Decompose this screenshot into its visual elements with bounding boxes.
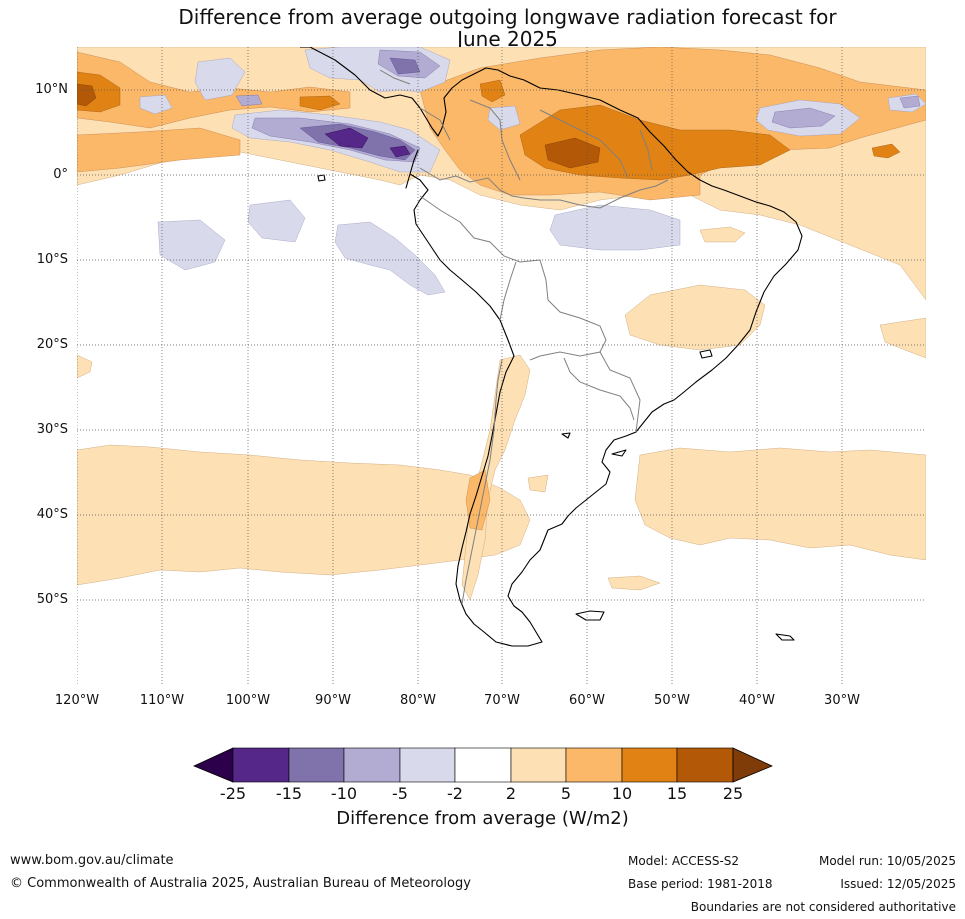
lon-label: 40°W	[739, 693, 775, 708]
coastline	[300, 47, 803, 647]
model-text: Model: ACCESS-S2	[628, 854, 740, 868]
lon-label: 120°W	[54, 693, 100, 708]
disclaimer-text: Boundaries are not considered authoritat…	[690, 900, 956, 914]
lat-label: 10°N	[35, 82, 68, 97]
gridlines	[77, 47, 926, 685]
lon-label: 50°W	[654, 693, 690, 708]
lat-label: 20°S	[36, 337, 68, 352]
colorbar-swatch	[343, 747, 401, 783]
colorbar-tick-label: 25	[722, 784, 744, 803]
colorbar-extend-high	[732, 747, 774, 783]
colorbar-tick-label: -5	[392, 784, 408, 803]
anomaly-strongest-negative	[324, 127, 411, 158]
colorbar-tick-label: 15	[666, 784, 688, 803]
issued-text: Issued: 12/05/2025	[840, 877, 956, 891]
lon-label: 80°W	[400, 693, 436, 708]
map-title-line1: Difference from average outgoing longwav…	[178, 5, 837, 29]
base-period-text: Base period: 1981-2018	[628, 877, 773, 891]
colorbar-title: Difference from average (W/m2)	[336, 808, 629, 829]
colorbar-tick-label: -2	[447, 784, 463, 803]
lat-label: 10°S	[36, 252, 68, 267]
lat-label: 0°	[53, 167, 68, 182]
lon-label: 30°W	[824, 693, 860, 708]
anomaly-strongest-positive	[77, 83, 601, 169]
colorbar-tick-label: -10	[330, 784, 358, 803]
lat-label: 40°S	[36, 507, 68, 522]
colorbar-swatch	[399, 747, 456, 783]
colorbar-swatch	[565, 747, 623, 783]
map-title-line2: June 2025	[457, 27, 558, 51]
lon-label: 100°W	[225, 693, 271, 708]
colorbar-swatch	[621, 747, 678, 783]
lon-label: 60°W	[569, 693, 605, 708]
colorbar-swatch	[288, 747, 345, 783]
country-borders	[379, 69, 669, 605]
colorbar-tick-label: -15	[275, 784, 303, 803]
lon-label: 90°W	[315, 693, 351, 708]
copyright-text: © Commonwealth of Australia 2025, Austra…	[10, 876, 471, 891]
lat-label: 50°S	[36, 592, 68, 607]
colorbar-swatch	[454, 747, 512, 783]
colorbar-swatch	[510, 747, 567, 783]
model-run-text: Model run: 10/05/2025	[818, 854, 956, 868]
lon-label: 110°W	[139, 693, 185, 708]
colorbar-swatch	[676, 747, 734, 783]
colorbar-tick-label: 10	[611, 784, 633, 803]
website-link[interactable]: www.bom.gov.au/climate	[10, 853, 174, 868]
colorbar	[192, 747, 774, 783]
colorbar-tick-label: 2	[505, 784, 517, 803]
colorbar-tick-label: 5	[560, 784, 572, 803]
colorbar-extend-low	[192, 747, 234, 783]
lat-label: 30°S	[36, 422, 68, 437]
lon-label: 70°W	[484, 693, 520, 708]
colorbar-swatch	[232, 747, 290, 783]
colorbar-tick-label: -25	[219, 784, 247, 803]
